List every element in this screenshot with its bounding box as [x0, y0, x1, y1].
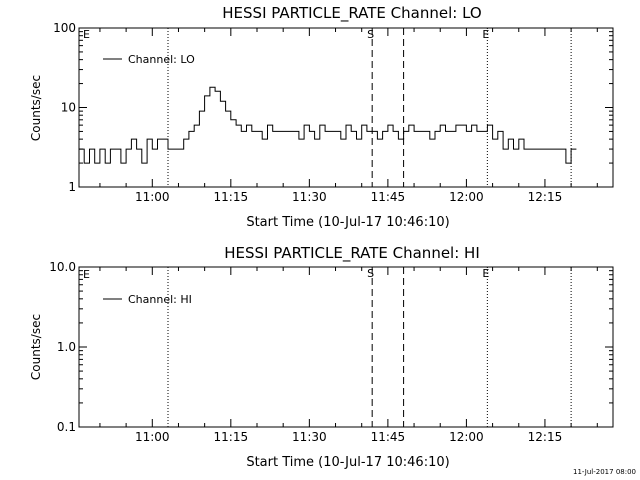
corner-marker-label: E — [83, 268, 90, 281]
y-axis-label: Counts/sec — [29, 75, 43, 141]
y-tick-label: 0.1 — [57, 420, 76, 434]
marker-label: S — [367, 267, 374, 280]
legend-label: Channel: LO — [128, 53, 195, 66]
y-axis-label: Counts/sec — [29, 314, 43, 380]
chart-lo-channel: HESSI PARTICLE_RATE Channel: LO Start Ti… — [29, 4, 614, 230]
y-tick-label: 10 — [61, 101, 76, 115]
x-axis-label: Start Time (10-Jul-17 10:46:10) — [246, 215, 449, 230]
marker-label: E — [482, 267, 489, 280]
x-tick-label: 11:00 — [135, 190, 170, 204]
corner-marker-label: E — [83, 28, 90, 41]
footer-timestamp: 11-Jul-2017 08:00 — [573, 468, 636, 476]
x-tick-label: 12:15 — [528, 430, 563, 444]
legend-label: Channel: HI — [128, 293, 192, 306]
x-tick-label: 11:45 — [371, 190, 406, 204]
chart-hi-channel: HESSI PARTICLE_RATE Channel: HI Start Ti… — [29, 244, 614, 470]
plot-frame — [78, 27, 614, 188]
x-tick-label: 12:00 — [449, 430, 484, 444]
y-tick-label: 100 — [53, 21, 76, 35]
x-tick-label: 11:45 — [371, 430, 406, 444]
x-tick-label: 11:15 — [214, 190, 249, 204]
x-tick-label: 12:15 — [528, 190, 563, 204]
marker-label: E — [482, 28, 489, 41]
y-tick-label: 10.0 — [49, 260, 76, 274]
y-tick-label: 1 — [68, 180, 76, 194]
marker-label: S — [367, 28, 374, 41]
x-tick-label: 11:30 — [292, 430, 327, 444]
x-tick-label: 11:00 — [135, 430, 170, 444]
plot-frame — [78, 266, 614, 428]
chart-title: HESSI PARTICLE_RATE Channel: LO — [222, 4, 481, 23]
data-series-line — [79, 86, 577, 164]
x-tick-label: 11:15 — [214, 430, 249, 444]
x-tick-label: 11:30 — [292, 190, 327, 204]
x-tick-label: 12:00 — [449, 190, 484, 204]
y-tick-label: 1.0 — [57, 340, 76, 354]
x-axis-label: Start Time (10-Jul-17 10:46:10) — [246, 455, 449, 470]
chart-title: HESSI PARTICLE_RATE Channel: HI — [224, 244, 480, 263]
